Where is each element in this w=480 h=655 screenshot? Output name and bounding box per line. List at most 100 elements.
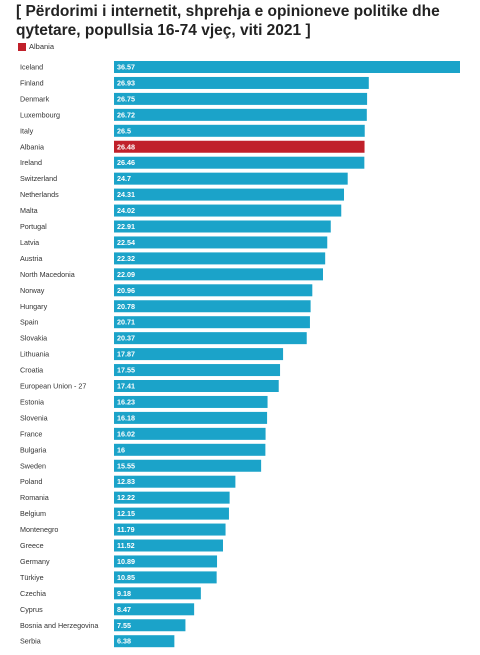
category-label-france: France [20, 429, 42, 438]
bar-slovenia[interactable] [114, 411, 268, 424]
value-label-finland: 26.93 [117, 78, 135, 87]
bar-netherlands[interactable] [114, 188, 345, 201]
bar-bosnia-and-herzegovina[interactable] [114, 619, 186, 632]
bar-montenegro[interactable] [114, 523, 226, 536]
category-label-denmark: Denmark [20, 94, 50, 103]
value-label-albania: 26.48 [117, 142, 135, 151]
value-label-t-rkiye: 10.85 [117, 573, 135, 582]
value-label-norway: 20.96 [117, 286, 135, 295]
category-label-iceland: Iceland [20, 63, 43, 72]
bar-poland[interactable] [114, 475, 236, 488]
value-label-ireland: 26.46 [117, 158, 135, 167]
category-label-t-rkiye: Türkiye [20, 573, 44, 582]
category-label-european-union-27: European Union - 27 [20, 382, 86, 391]
bar-t-rkiye[interactable] [114, 571, 217, 584]
category-label-finland: Finland [20, 78, 44, 87]
bar-greece[interactable] [114, 539, 223, 552]
value-label-bulgaria: 16 [117, 445, 125, 454]
category-label-belgium: Belgium [20, 509, 46, 518]
value-label-netherlands: 24.31 [117, 190, 135, 199]
value-label-czechia: 9.18 [117, 589, 131, 598]
value-label-sweden: 15.55 [117, 461, 135, 470]
value-label-portugal: 22.91 [117, 222, 135, 231]
value-label-hungary: 20.78 [117, 302, 135, 311]
category-label-serbia: Serbia [20, 637, 41, 646]
bar-malta[interactable] [114, 204, 342, 217]
legend-label: Albania [29, 42, 55, 51]
bar-czechia[interactable] [114, 587, 201, 600]
category-label-slovakia: Slovakia [20, 334, 47, 343]
chart-title: [ Përdorimi i internetit, shprehja e opi… [16, 3, 440, 39]
bar-iceland[interactable] [114, 61, 460, 73]
category-label-bulgaria: Bulgaria [20, 445, 46, 454]
category-label-portugal: Portugal [20, 222, 47, 231]
bar-norway[interactable] [114, 284, 313, 297]
bar-spain[interactable] [114, 316, 310, 329]
value-label-switzerland: 24.7 [117, 174, 131, 183]
bar-slovakia[interactable] [114, 332, 307, 345]
bar-estonia[interactable] [114, 395, 268, 408]
value-label-poland: 12.83 [117, 477, 135, 486]
bar-serbia[interactable] [114, 635, 175, 648]
value-label-north-macedonia: 22.09 [117, 270, 135, 279]
value-label-romania: 12.22 [117, 493, 135, 502]
bars-group: Iceland 36.57 Finland 26.93 Denmark 26.75 Luxe… [20, 61, 460, 648]
category-label-norway: Norway [20, 286, 45, 295]
category-label-north-macedonia: North Macedonia [20, 270, 75, 279]
value-label-bosnia-and-herzegovina: 7.55 [117, 621, 131, 630]
bar-lithuania[interactable] [114, 348, 284, 361]
value-label-slovakia: 20.37 [117, 334, 135, 343]
value-label-austria: 22.32 [117, 254, 135, 263]
value-label-italy: 26.5 [117, 126, 131, 135]
category-label-croatia: Croatia [20, 366, 43, 375]
bar-hungary[interactable] [114, 300, 311, 313]
value-label-croatia: 17.55 [117, 366, 135, 375]
bar-bulgaria[interactable] [114, 443, 266, 456]
value-label-european-union-27: 17.41 [117, 382, 135, 391]
category-label-italy: Italy [20, 126, 34, 135]
value-label-france: 16.02 [117, 429, 135, 438]
value-label-slovenia: 16.18 [117, 413, 135, 422]
bar-switzerland[interactable] [114, 172, 348, 185]
value-label-estonia: 16.23 [117, 397, 135, 406]
bar-belgium[interactable] [114, 507, 229, 520]
legend[interactable]: Albania [18, 42, 54, 51]
category-label-sweden: Sweden [20, 461, 46, 470]
category-label-luxembourg: Luxembourg [20, 110, 60, 119]
bar-latvia[interactable] [114, 236, 328, 249]
value-label-spain: 20.71 [117, 318, 135, 327]
value-label-iceland: 36.57 [117, 63, 135, 72]
bar-european-union-27[interactable] [114, 380, 279, 392]
value-label-latvia: 22.54 [117, 238, 135, 247]
category-label-greece: Greece [20, 541, 44, 550]
category-label-switzerland: Switzerland [20, 174, 57, 183]
bar-albania[interactable] [114, 140, 365, 153]
value-label-denmark: 26.75 [117, 94, 135, 103]
value-label-montenegro: 11.79 [117, 525, 135, 534]
bar-ireland[interactable] [114, 156, 365, 169]
bar-denmark[interactable] [114, 92, 368, 105]
category-label-poland: Poland [20, 477, 42, 486]
bar-portugal[interactable] [114, 220, 331, 233]
bar-italy[interactable] [114, 124, 365, 137]
value-label-belgium: 12.15 [117, 509, 135, 518]
bar-france[interactable] [114, 427, 266, 440]
value-label-serbia: 6.38 [117, 637, 131, 646]
bar-finland[interactable] [114, 76, 369, 89]
bar-austria[interactable] [114, 252, 326, 265]
value-label-greece: 11.52 [117, 541, 135, 550]
value-label-lithuania: 17.87 [117, 350, 135, 359]
bar-croatia[interactable] [114, 364, 281, 377]
category-label-montenegro: Montenegro [20, 525, 58, 534]
bar-romania[interactable] [114, 491, 230, 504]
category-label-malta: Malta [20, 206, 38, 215]
bar-sweden[interactable] [114, 459, 262, 472]
bar-luxembourg[interactable] [114, 108, 367, 121]
bar-north-macedonia[interactable] [114, 268, 324, 281]
bar-germany[interactable] [114, 555, 218, 568]
value-label-luxembourg: 26.72 [117, 110, 135, 119]
category-label-spain: Spain [20, 318, 38, 327]
value-label-germany: 10.89 [117, 557, 135, 566]
bar-cyprus[interactable] [114, 603, 195, 616]
category-label-bosnia-and-herzegovina: Bosnia and Herzegovina [20, 621, 98, 630]
